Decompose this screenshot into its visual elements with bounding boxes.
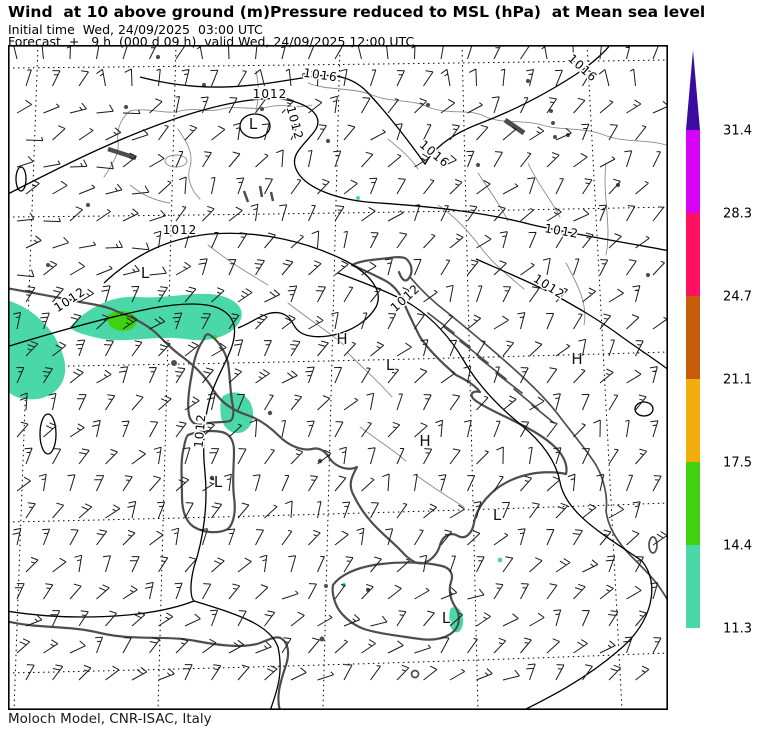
lakes-and-city-marks <box>46 54 651 592</box>
shaded-speck <box>356 196 360 200</box>
colorbar-segment <box>686 130 700 213</box>
shaded-ligurian-sea <box>70 293 242 341</box>
colorbar-svg: 31.4 28.3 24.7 21.1 17.5 14.4 11.3 <box>686 50 752 637</box>
isobar-value-label: 1012 <box>531 271 568 302</box>
shaded-speck <box>497 557 503 563</box>
wind-speed-shaded-areas <box>8 196 503 633</box>
isobar-value-label: 1016 <box>565 51 600 85</box>
low-center-letter: L <box>493 506 502 524</box>
low-center-letter: L <box>214 473 223 491</box>
egadi-island <box>324 584 328 588</box>
croatian-islands <box>427 312 555 424</box>
map-frame <box>8 45 668 710</box>
elba-island <box>171 360 177 366</box>
high-center-letter: H <box>336 330 347 348</box>
colorbar-segment <box>686 462 700 545</box>
isobar-1012-balkan <box>475 258 668 371</box>
colorbar-tick-label: 11.3 <box>723 622 752 637</box>
isobar-value-label: 1012 <box>192 413 209 449</box>
wind-speed-colorbar: 31.4 28.3 24.7 21.1 17.5 14.4 11.3 <box>678 44 760 684</box>
isobar-small-closed <box>15 166 27 192</box>
isobar-1012-alps-east <box>8 97 668 252</box>
isobar-1012-apennine-sweep <box>337 272 653 710</box>
colorbar-tick-label: 24.7 <box>723 290 752 305</box>
high-center-letter: H <box>419 432 430 450</box>
colorbar-top-arrow <box>686 50 700 130</box>
malta-island <box>410 669 420 679</box>
colorbar-tick-label: 17.5 <box>723 456 752 471</box>
initial-time-line: Initial time Wed, 24/09/2025 03:00 UTC <box>8 22 263 37</box>
coast-sardinia <box>180 429 236 534</box>
colorbar-segment <box>686 379 700 462</box>
wind-barb-glyphs <box>8 45 668 681</box>
country-region-borders <box>103 70 667 508</box>
isobar-value-label: 1012 <box>52 284 89 315</box>
coast-croatia <box>409 276 668 603</box>
low-center-letter: L <box>442 609 451 627</box>
isobar-value-label: 1012 <box>253 87 288 101</box>
coast-france-italy-west <box>8 256 568 565</box>
page-title: Wind at 10 above ground (m)Pressure redu… <box>8 3 706 21</box>
isobar-1012-africa <box>8 600 281 710</box>
isobar-value-label: 1012 <box>543 221 579 241</box>
map-svg: 1016 1016 1016 1012 1012 1012 1012 1012 1012 1012… <box>8 45 668 710</box>
isobar-small-closed <box>634 401 654 417</box>
colorbar-segment <box>686 296 700 379</box>
colorbar-tick-label: 28.3 <box>723 207 752 222</box>
shaded-bonifacio <box>220 392 254 434</box>
coast-corsica <box>187 333 235 426</box>
colorbar-tick-label: 14.4 <box>723 539 752 554</box>
isobar-small-closed <box>39 413 57 455</box>
colorbar-segment <box>686 213 700 296</box>
isobar-value-label: 1016 <box>417 137 452 170</box>
isobar-value-label: 1016 <box>302 66 338 85</box>
coast-sicily <box>331 561 460 641</box>
colorbar-tick-label: 21.1 <box>723 373 752 388</box>
pressure-center-letters: L L H L H H L L L <box>140 114 584 628</box>
pantelleria-island <box>319 636 325 642</box>
isobar-1016-north <box>139 45 611 166</box>
model-credit: Moloch Model, CNR-ISAC, Italy <box>8 711 212 727</box>
corfu-island <box>648 536 658 554</box>
colorbar-segment <box>686 545 700 628</box>
wind-barbs <box>8 45 668 681</box>
isobar-value-label: 1012 <box>163 223 198 237</box>
coast-north-africa <box>8 620 290 710</box>
colorbar-tick-label: 31.4 <box>723 124 752 139</box>
shaded-gulf-of-lion <box>8 300 66 400</box>
coastlines <box>8 256 668 710</box>
low-center-letter: L <box>141 264 150 282</box>
low-center-letter: L <box>386 356 395 374</box>
forecast-map: 1016 1016 1016 1012 1012 1012 1012 1012 1012 1012… <box>8 45 668 710</box>
low-center-letter: L <box>249 115 258 133</box>
isobar-value-label: 1012 <box>284 104 306 141</box>
high-center-letter: H <box>571 350 582 368</box>
